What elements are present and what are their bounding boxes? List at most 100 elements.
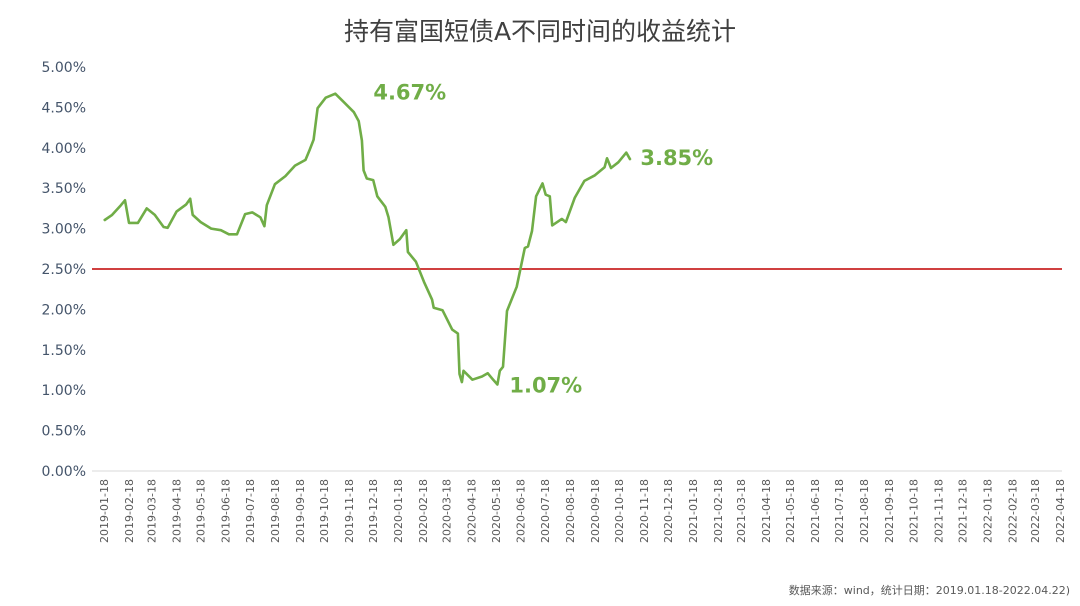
- data-point: [376, 195, 378, 197]
- data-point: [561, 218, 563, 220]
- x-tick-label: 2019-05-18: [195, 479, 208, 543]
- y-tick-label: 2.50%: [42, 262, 86, 278]
- data-point: [228, 233, 230, 235]
- x-tick-label: 2022-01-18: [981, 479, 994, 543]
- data-point: [361, 140, 363, 142]
- x-tick-label: 2020-09-18: [589, 479, 602, 543]
- data-point: [461, 381, 463, 383]
- data-point: [617, 161, 619, 163]
- data-point: [366, 178, 368, 180]
- data-point: [305, 159, 307, 161]
- data-point: [604, 166, 606, 168]
- x-tick-label: 2022-02-18: [1006, 479, 1019, 543]
- x-tick-label: 2019-09-18: [294, 479, 307, 543]
- data-point: [516, 286, 518, 288]
- data-point: [415, 261, 417, 263]
- data-point: [124, 199, 126, 201]
- data-point: [309, 149, 311, 151]
- x-tick-label: 2019-10-18: [318, 479, 331, 543]
- data-point: [471, 379, 473, 381]
- x-tick-label: 2020-04-18: [466, 479, 479, 543]
- y-tick-label: 4.00%: [42, 141, 86, 157]
- data-point: [594, 174, 596, 176]
- data-point: [146, 207, 148, 209]
- data-point: [399, 238, 401, 240]
- data-point: [220, 229, 222, 231]
- data-point: [120, 204, 122, 206]
- data-point: [496, 384, 498, 386]
- data-point: [274, 183, 276, 185]
- source-note: 数据来源：wind，统计日期：2019.01.18-2022.04.22): [788, 584, 1070, 597]
- data-point: [423, 281, 425, 283]
- y-tick-label: 0.50%: [42, 424, 86, 440]
- data-point: [363, 169, 365, 171]
- y-tick-label: 3.50%: [42, 181, 86, 197]
- x-tick-label: 2020-03-18: [441, 479, 454, 543]
- data-point: [372, 179, 374, 181]
- x-tick-label: 2019-01-18: [98, 479, 111, 543]
- data-point: [574, 197, 576, 199]
- data-point: [236, 233, 238, 235]
- data-point: [487, 372, 489, 374]
- x-tick-label: 2019-06-18: [220, 479, 233, 543]
- data-point: [342, 101, 344, 103]
- data-point: [545, 194, 547, 196]
- data-point: [251, 211, 253, 213]
- data-point: [384, 206, 386, 208]
- data-point: [506, 310, 508, 312]
- chart-title: 持有富国短债A不同时间的收益统计: [343, 17, 737, 46]
- data-point: [266, 204, 268, 206]
- data-label: 4.67%: [373, 81, 446, 105]
- x-tick-label: 2021-06-18: [809, 479, 822, 543]
- x-tick-label: 2019-12-18: [367, 479, 380, 543]
- series-line: [103, 92, 632, 386]
- x-tick-label: 2021-01-18: [687, 479, 700, 543]
- x-tick-label: 2022-04-18: [1054, 479, 1067, 543]
- x-tick-label: 2019-02-18: [123, 479, 136, 543]
- x-tick-label: 2020-02-18: [417, 479, 430, 543]
- x-tick-label: 2019-04-18: [171, 479, 184, 543]
- x-tick-label: 2020-06-18: [515, 479, 528, 543]
- data-point: [210, 228, 212, 230]
- data-point: [259, 216, 261, 218]
- data-point: [542, 182, 544, 184]
- data-point: [244, 213, 246, 215]
- data-point: [625, 152, 627, 154]
- x-tick-label: 2020-10-18: [613, 479, 626, 543]
- y-tick-label: 3.00%: [42, 222, 86, 238]
- data-point: [551, 224, 553, 226]
- data-point: [549, 195, 551, 197]
- data-point: [524, 247, 526, 249]
- y-tick-label: 5.00%: [42, 60, 86, 76]
- x-tick-label: 2021-09-18: [883, 479, 896, 543]
- data-point: [294, 165, 296, 167]
- data-point: [492, 378, 494, 380]
- data-point: [499, 370, 501, 372]
- data-point: [176, 211, 178, 213]
- x-tick-label: 2020-01-18: [392, 479, 405, 543]
- y-tick-label: 1.00%: [42, 383, 86, 399]
- data-point: [407, 251, 409, 253]
- data-point: [535, 195, 537, 197]
- data-point: [583, 180, 585, 182]
- x-tick-label: 2019-07-18: [244, 479, 257, 543]
- data-point: [606, 157, 608, 159]
- data-point: [442, 309, 444, 311]
- data-point: [353, 111, 355, 113]
- data-point: [565, 221, 567, 223]
- x-tick-label: 2021-03-18: [735, 479, 748, 543]
- data-point: [405, 229, 407, 231]
- data-point: [527, 245, 529, 247]
- data-point: [325, 97, 327, 99]
- x-tick-label: 2020-08-18: [564, 479, 577, 543]
- data-point: [433, 307, 435, 309]
- data-point: [189, 198, 191, 200]
- x-tick-label: 2021-02-18: [712, 479, 725, 543]
- data-point: [317, 107, 319, 109]
- x-tick-label: 2021-07-18: [833, 479, 846, 543]
- y-tick-label: 2.00%: [42, 302, 86, 318]
- data-point: [163, 226, 165, 228]
- x-tick-label: 2019-11-18: [343, 479, 356, 543]
- data-point: [431, 299, 433, 301]
